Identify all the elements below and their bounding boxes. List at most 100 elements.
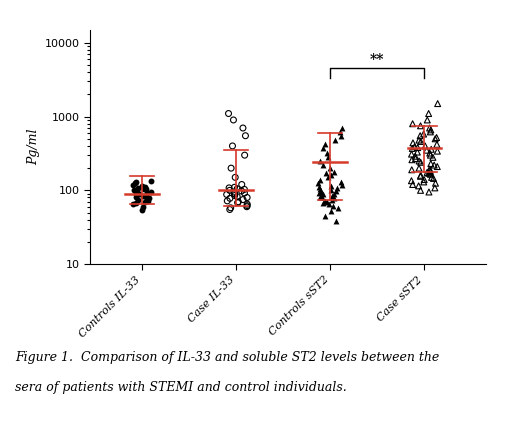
Point (243, 203, 251, 210)
Point (426, 152, 434, 158)
Point (129, 201, 137, 207)
Point (333, 184, 341, 191)
Point (132, 199, 140, 206)
Point (326, 172, 335, 178)
Point (416, 132, 424, 139)
Point (134, 184, 142, 191)
Point (316, 158, 324, 164)
Point (423, 169, 431, 176)
Point (225, 110, 233, 117)
Point (337, 132, 345, 139)
Point (132, 193, 140, 200)
Point (426, 124, 434, 131)
Point (426, 166, 434, 173)
Point (409, 139, 417, 146)
Point (327, 182, 335, 189)
Point (321, 198, 329, 204)
Point (427, 127, 435, 133)
Point (421, 143, 429, 150)
Point (426, 167, 434, 174)
Point (332, 187, 340, 194)
Point (337, 178, 345, 185)
Point (142, 194, 150, 201)
Point (414, 182, 423, 189)
Point (323, 199, 331, 205)
Point (410, 143, 418, 150)
Point (225, 184, 233, 191)
Point (330, 195, 338, 202)
Point (415, 165, 423, 172)
Point (413, 149, 421, 155)
Point (143, 190, 151, 196)
Point (425, 189, 433, 196)
Point (431, 180, 439, 187)
Point (138, 182, 146, 189)
Point (420, 176, 428, 183)
Point (433, 163, 442, 170)
Point (327, 208, 336, 215)
Point (336, 129, 344, 135)
Point (417, 138, 425, 145)
Point (423, 117, 431, 124)
Point (243, 201, 251, 207)
Point (147, 177, 155, 184)
Point (433, 148, 442, 155)
Point (411, 153, 419, 160)
Point (223, 191, 231, 198)
Point (315, 190, 323, 196)
Point (132, 178, 140, 185)
Point (416, 159, 425, 166)
Point (408, 167, 416, 173)
Point (226, 195, 234, 202)
Point (323, 150, 331, 156)
Point (240, 186, 248, 193)
Point (318, 194, 326, 201)
Point (226, 206, 234, 213)
Point (331, 137, 339, 144)
Point (338, 181, 346, 188)
Point (426, 129, 434, 135)
Point (145, 195, 153, 202)
Point (230, 184, 238, 191)
Point (316, 193, 324, 200)
Point (408, 151, 416, 158)
Point (416, 187, 425, 194)
Point (319, 199, 327, 206)
Point (138, 206, 146, 213)
Point (133, 187, 141, 194)
Point (237, 187, 246, 194)
Point (130, 187, 138, 194)
Point (417, 172, 425, 178)
Point (431, 135, 439, 142)
Point (230, 189, 238, 196)
Text: Figure 1.  Comparison of IL-33 and soluble ST2 levels between the: Figure 1. Comparison of IL-33 and solubl… (15, 351, 439, 365)
Point (425, 170, 433, 177)
Point (327, 192, 336, 199)
Point (328, 196, 337, 203)
Point (233, 185, 241, 192)
Point (416, 173, 425, 180)
Point (226, 187, 234, 194)
Point (223, 198, 231, 204)
Point (233, 193, 241, 200)
Point (427, 171, 435, 178)
Point (321, 141, 329, 148)
Point (141, 199, 150, 205)
Point (314, 180, 322, 187)
Point (324, 154, 333, 161)
Point (408, 145, 416, 152)
Point (329, 202, 337, 209)
Text: **: ** (370, 53, 384, 67)
Text: sera of patients with STEMI and control individuals.: sera of patients with STEMI and control … (15, 381, 347, 394)
Point (431, 184, 439, 191)
Point (141, 184, 150, 191)
Point (321, 213, 329, 219)
Point (230, 192, 238, 199)
Point (327, 187, 335, 194)
Point (324, 174, 332, 181)
Point (408, 156, 416, 163)
Point (429, 154, 437, 161)
Point (228, 143, 236, 150)
Point (414, 144, 422, 151)
Point (227, 204, 235, 211)
